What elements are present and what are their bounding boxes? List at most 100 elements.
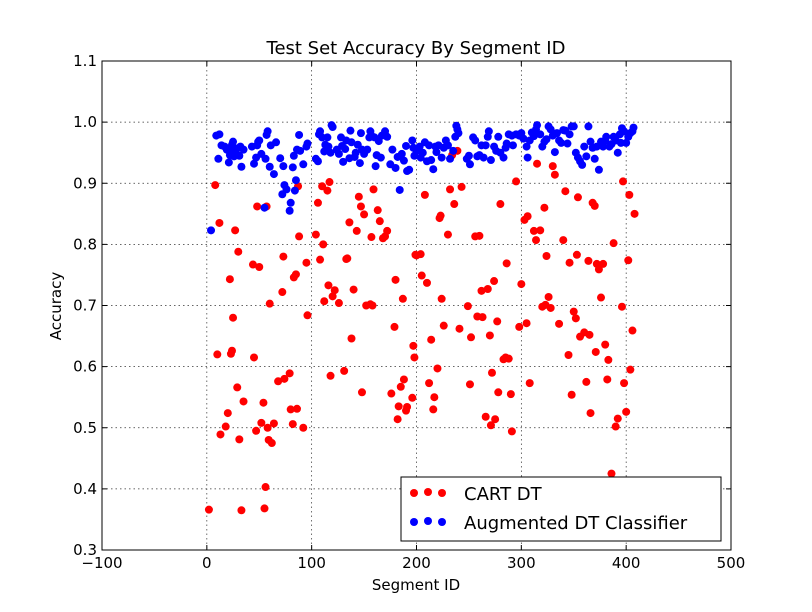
cart-dt-point xyxy=(216,430,225,439)
cart-dt-point xyxy=(211,181,220,190)
x-tick-label: 500 xyxy=(717,554,746,572)
cart-dt-point xyxy=(223,409,232,418)
axis-ticks: −100 0 100 200 300 400 500 0.3 0.4 0.5 0.6 0.7 0.8 0.… xyxy=(73,52,745,572)
cart-dt-point xyxy=(481,412,490,421)
cart-dt-point xyxy=(475,231,484,240)
legend-marker-augmented-1 xyxy=(410,518,418,526)
cart-dt-point xyxy=(257,418,266,427)
cart-dt-point xyxy=(533,159,542,168)
cart-dt-point xyxy=(345,218,354,227)
cart-dt-point xyxy=(316,255,325,264)
augmented-dt-point xyxy=(250,159,259,168)
cart-dt-point xyxy=(594,265,603,274)
legend-marker-augmented-3 xyxy=(438,518,446,526)
cart-dt-point xyxy=(536,226,545,235)
cart-dt-point xyxy=(278,288,287,297)
augmented-dt-point xyxy=(214,154,223,163)
cart-dt-point xyxy=(486,421,495,430)
cart-dt-point xyxy=(409,341,418,350)
cart-dt-point xyxy=(607,469,616,478)
augmented-dt-point xyxy=(533,121,542,130)
cart-dt-point xyxy=(231,226,240,235)
augmented-dt-point xyxy=(324,142,333,151)
legend-label-cart-dt: CART DT xyxy=(464,484,543,505)
cart-dt-point xyxy=(506,390,515,399)
augmented-dt-point xyxy=(464,151,473,160)
cart-dt-point xyxy=(261,483,270,492)
augmented-dt-point xyxy=(508,141,517,150)
augmented-dt-point xyxy=(429,165,438,174)
cart-dt-point xyxy=(567,390,576,399)
augmented-dt-point xyxy=(383,132,392,141)
cart-dt-point xyxy=(546,303,555,312)
cart-dt-point xyxy=(571,314,580,323)
cart-dt-point xyxy=(532,236,541,245)
augmented-dt-point xyxy=(276,154,285,163)
cart-dt-point xyxy=(626,365,635,374)
augmented-dt-point xyxy=(255,136,264,145)
cart-dt-point xyxy=(330,286,339,295)
cart-dt-point xyxy=(569,307,578,316)
augmented-dt-point xyxy=(391,163,400,172)
augmented-dt-point xyxy=(437,153,446,162)
cart-dt-point xyxy=(326,371,335,380)
augmented-dt-point xyxy=(471,136,480,145)
cart-dt-point xyxy=(601,340,610,349)
cart-dt-point xyxy=(463,302,472,311)
augmented-dt-point xyxy=(622,138,631,147)
cart-dt-point xyxy=(483,284,492,293)
x-tick-label: 200 xyxy=(402,554,431,572)
cart-dt-point xyxy=(269,419,278,428)
cart-dt-point xyxy=(347,334,356,343)
augmented-dt-point xyxy=(355,159,364,168)
augmented-dt-point xyxy=(272,138,281,147)
cart-dt-point xyxy=(221,422,230,431)
cart-dt-point xyxy=(248,260,257,269)
cart-dt-point xyxy=(504,354,513,363)
data-points xyxy=(204,121,639,515)
cart-dt-point xyxy=(394,402,403,411)
cart-dt-point xyxy=(369,185,378,194)
cart-dt-point xyxy=(328,292,337,301)
cart-dt-point xyxy=(349,285,358,294)
cart-dt-point xyxy=(586,409,595,418)
cart-dt-point xyxy=(319,240,328,249)
augmented-dt-point xyxy=(303,139,312,148)
augmented-dt-point xyxy=(443,141,452,150)
cart-dt-point xyxy=(417,271,426,280)
augmented-dt-point xyxy=(427,156,436,165)
cart-dt-point xyxy=(525,379,534,388)
augmented-dt-point xyxy=(546,125,555,134)
cart-dt-point xyxy=(467,333,476,342)
augmented-dt-point xyxy=(239,145,248,154)
cart-dt-point xyxy=(367,233,376,242)
augmented-dt-point xyxy=(290,186,299,195)
cart-dt-point xyxy=(213,350,222,359)
augmented-dt-point xyxy=(388,145,397,154)
augmented-dt-point xyxy=(399,156,408,165)
cart-dt-point xyxy=(320,297,329,306)
augmented-dt-point xyxy=(261,154,270,163)
legend-marker-cart-dt-1 xyxy=(410,489,418,497)
augmented-dt-point xyxy=(313,157,322,166)
cart-dt-point xyxy=(584,256,593,265)
cart-dt-point xyxy=(591,347,600,356)
cart-dt-point xyxy=(288,420,297,429)
augmented-dt-point xyxy=(522,142,531,151)
augmented-dt-point xyxy=(295,130,304,139)
cart-dt-point xyxy=(603,375,612,384)
cart-dt-point xyxy=(430,393,439,402)
augmented-dt-point xyxy=(351,148,360,157)
cart-dt-point xyxy=(302,258,311,267)
cart-dt-point xyxy=(620,379,629,388)
augmented-dt-point xyxy=(582,152,591,161)
augmented-dt-point xyxy=(269,170,278,179)
cart-dt-point xyxy=(352,226,361,235)
cart-dt-point xyxy=(225,275,234,284)
cart-dt-point xyxy=(252,426,261,435)
augmented-dt-point xyxy=(590,154,599,163)
augmented-dt-point xyxy=(449,146,458,155)
cart-dt-point xyxy=(457,182,466,191)
augmented-dt-point xyxy=(542,135,551,144)
